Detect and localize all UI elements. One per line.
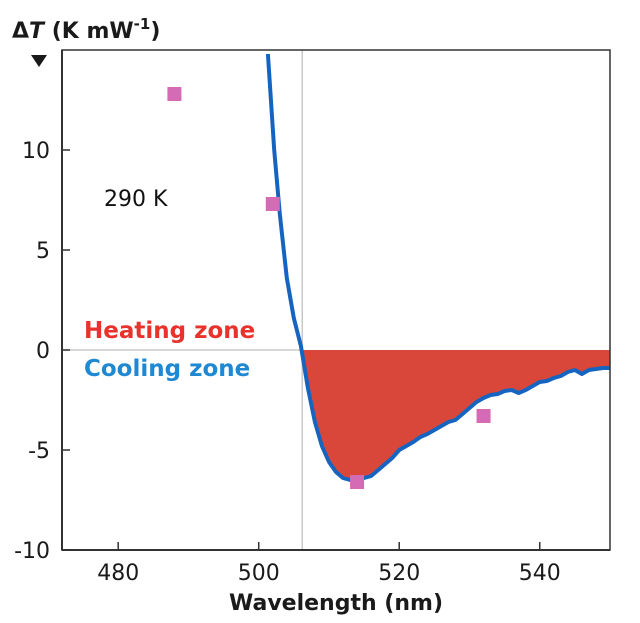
temperature-label: 290 K: [104, 187, 168, 212]
y-tick-label: -10: [14, 539, 50, 564]
x-tick-label: 500: [238, 561, 280, 586]
y-axis-unit-close: ): [150, 19, 160, 44]
scatter-point: [265, 197, 280, 211]
scatter-point: [476, 409, 491, 423]
y-tick-label: 0: [36, 339, 50, 364]
y-axis-delta: Δ: [12, 19, 29, 44]
y-axis-title: ΔT (K mW-1): [12, 15, 160, 44]
x-tick-label: 480: [97, 561, 139, 586]
cooling-zone-label: Cooling zone: [84, 356, 250, 382]
y-axis-unit: (K mW: [44, 19, 134, 44]
plot-area: [62, 50, 610, 550]
y-axis-unit-exponent: -1: [134, 15, 151, 33]
y-tick-label: 5: [36, 239, 50, 264]
x-tick-label: 540: [519, 561, 561, 586]
x-axis-title: Wavelength (nm): [229, 591, 443, 616]
y-axis-variable: T: [29, 19, 46, 44]
y-axis-arrow-icon: [31, 55, 47, 67]
y-tick-label: 10: [22, 139, 50, 164]
scatter-point: [167, 87, 182, 101]
series-line: [265, 53, 610, 482]
plot-frame: [61, 49, 611, 551]
axis-ticks: 480 500 520 540 -10 -5 0 5 10: [14, 139, 561, 586]
scatter-markers: [167, 87, 491, 489]
x-tick-label: 520: [378, 561, 420, 586]
y-tick-label: -5: [28, 439, 50, 464]
heating-zone-label: Heating zone: [84, 318, 255, 344]
scatter-point: [350, 475, 365, 489]
heating-area: [302, 350, 610, 480]
